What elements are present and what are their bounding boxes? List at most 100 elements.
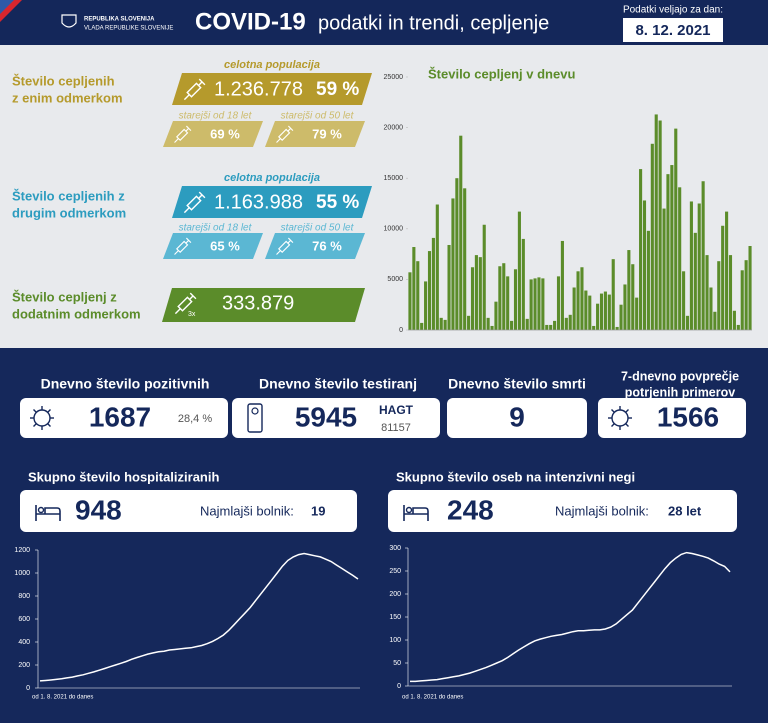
bar <box>701 181 705 330</box>
bed-icon <box>37 506 45 514</box>
icon-part <box>276 138 281 143</box>
bar <box>521 238 525 330</box>
y-tick-label: 400 <box>18 639 30 646</box>
card-title: Dnevno število smrti <box>448 376 586 392</box>
group-label: starejši od 18 let <box>179 223 253 234</box>
bar <box>592 325 596 330</box>
bar <box>494 301 498 330</box>
syringe-icon <box>174 125 192 143</box>
value-box <box>172 73 372 105</box>
summary-label: Najmlajši bolnik: <box>200 503 294 518</box>
bar <box>560 240 564 330</box>
bar <box>623 284 627 330</box>
bar <box>580 267 584 330</box>
total-percent: 55 % <box>316 192 359 213</box>
date-box <box>623 18 723 42</box>
bed-icon <box>35 505 61 521</box>
card-note-title: HAGT <box>379 403 414 417</box>
summary-value: 948 <box>75 494 122 525</box>
logo-text: VLADA REPUBLIKE SLOVENIJE <box>84 26 173 32</box>
y-tick-label: 5000 <box>387 276 403 283</box>
summary-label: Najmlajši bolnik: <box>555 503 649 518</box>
bar <box>545 324 549 330</box>
row-label: drugim odmerkom <box>12 205 126 220</box>
bar <box>459 135 463 330</box>
summary-box <box>388 490 737 532</box>
group-percent: 69 % <box>210 126 240 141</box>
bar <box>709 287 713 330</box>
group-label: starejši od 50 let <box>281 223 355 234</box>
card <box>20 398 228 438</box>
y-tick-label: 1000 <box>14 570 30 577</box>
icon-part <box>287 127 292 132</box>
bar <box>470 267 475 330</box>
bar <box>408 272 412 330</box>
x-label: od 1. 8. 2021 do danes <box>32 695 93 701</box>
card-title: Dnevno število testiranj <box>259 376 417 392</box>
row-header: celotna populacija <box>224 172 320 184</box>
virus-icon <box>47 423 51 427</box>
card-value: 9 <box>509 401 525 432</box>
bar <box>447 244 451 330</box>
group-percent: 76 % <box>312 238 342 253</box>
icon-part <box>174 250 179 255</box>
bar <box>705 255 709 330</box>
virus-icon <box>33 423 37 427</box>
bar <box>678 187 682 330</box>
bar <box>537 277 541 330</box>
bar <box>607 294 611 330</box>
bed-icon <box>403 505 429 521</box>
card-title: potrjenih primerov <box>625 385 735 399</box>
bar <box>424 281 428 330</box>
syringe-icon <box>276 125 294 143</box>
icon-part <box>189 292 197 300</box>
y-tick-label: 300 <box>389 545 401 552</box>
virus-icon <box>611 409 615 413</box>
y-tick-label: 600 <box>18 616 30 623</box>
row-label: Število cepljenih z <box>12 188 125 203</box>
bar <box>486 317 490 330</box>
card <box>232 398 440 438</box>
syringe-icon <box>183 78 206 101</box>
bar <box>596 303 600 330</box>
bar <box>412 247 416 330</box>
bar <box>619 304 623 330</box>
bar <box>740 270 744 330</box>
y-tick-label: 1200 <box>14 547 30 554</box>
y-tick-label: 0 <box>26 685 30 692</box>
bar <box>721 225 725 330</box>
bar <box>549 324 553 330</box>
bed-icon <box>405 506 413 514</box>
bar <box>611 259 615 330</box>
bar <box>584 290 588 330</box>
bar <box>615 326 619 330</box>
bar <box>650 143 654 330</box>
line <box>410 551 731 683</box>
bar <box>572 287 576 330</box>
chart-title: Skupno število oseb na intenzivni negi <box>396 469 635 484</box>
bar <box>439 317 443 330</box>
bar <box>416 261 420 330</box>
logo-text: REPUBLIKA SLOVENIJA <box>84 17 155 23</box>
summary-value: 248 <box>447 494 494 525</box>
summary-youngest: 28 let <box>668 503 702 518</box>
total-value: 1.163.988 <box>214 191 303 213</box>
bar <box>670 165 674 330</box>
logo-shield <box>61 14 77 28</box>
bar <box>533 278 537 330</box>
y-tick-label: 50 <box>393 660 401 667</box>
icon-part <box>287 125 294 132</box>
card-title: 7-dnevno povprečje <box>621 369 739 383</box>
summary-box <box>20 490 357 532</box>
y-tick-label: 200 <box>389 591 401 598</box>
y-tick-label: 25000 <box>384 74 404 81</box>
y-tick-label: 150 <box>389 614 401 621</box>
row-label: Število cepljenj z <box>12 289 117 304</box>
bar <box>541 278 545 330</box>
bar <box>666 174 670 330</box>
bar <box>689 201 693 330</box>
bar <box>732 310 736 330</box>
bar <box>431 237 435 330</box>
virus-icon <box>611 423 615 427</box>
